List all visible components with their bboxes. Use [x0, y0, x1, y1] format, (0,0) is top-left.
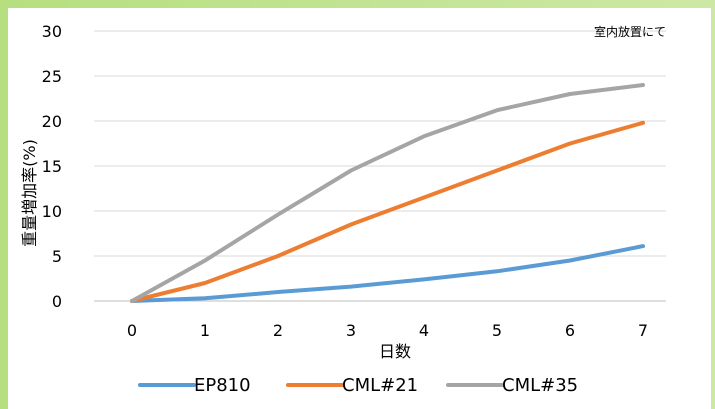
series-line-EP810	[130, 244, 645, 303]
x-tick-label: 2	[273, 321, 283, 340]
x-tick-label: 3	[346, 321, 356, 340]
y-tick-label: 0	[52, 292, 62, 311]
series-lines	[130, 83, 645, 303]
legend-label: CML#21	[342, 375, 418, 396]
x-axis-ticks: 0 1 2 3 4 5 6 7	[127, 321, 648, 340]
legend-label: EP810	[194, 375, 251, 396]
x-axis-label: 日数	[379, 342, 411, 361]
y-axis-ticks: 0 5 10 15 20 25 30	[42, 22, 62, 311]
series-line-CML35	[130, 83, 645, 303]
y-tick-label: 25	[42, 67, 62, 86]
y-tick-label: 20	[42, 112, 62, 131]
y-tick-label: 15	[42, 157, 62, 176]
chart-frame: 0 5 10 15 20 25 30 0 1 2 3 4 5 6 7 室内放置にて 日数 重量増加率(%)…	[8, 8, 711, 409]
x-tick-label: 0	[127, 321, 137, 340]
y-tick-label: 10	[42, 202, 62, 221]
legend-label: CML#35	[502, 375, 578, 396]
x-tick-label: 7	[638, 321, 648, 340]
series-line-CML21	[130, 120, 645, 303]
y-tick-label: 5	[52, 247, 62, 266]
line-chart: 0 5 10 15 20 25 30 0 1 2 3 4 5 6 7 室内放置にて 日数 重量増加率(%)…	[20, 22, 666, 396]
chart-annotation: 室内放置にて	[594, 24, 666, 39]
y-tick-label: 30	[42, 22, 62, 41]
x-tick-label: 4	[419, 321, 429, 340]
x-tick-label: 6	[565, 321, 575, 340]
legend: EP810 CML#21 CML#35	[138, 375, 578, 396]
x-tick-label: 1	[200, 321, 210, 340]
y-axis-label: 重量増加率(%)	[20, 139, 39, 247]
x-tick-label: 5	[492, 321, 502, 340]
gridlines	[94, 30, 666, 302]
